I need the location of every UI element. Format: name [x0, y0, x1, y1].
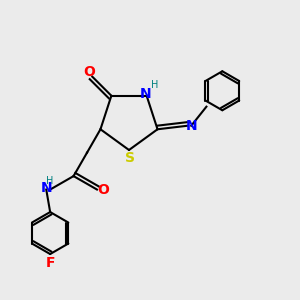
Text: F: F [45, 256, 55, 270]
Text: H: H [151, 80, 158, 90]
Text: S: S [125, 151, 136, 164]
Text: N: N [40, 181, 52, 195]
Text: N: N [185, 119, 197, 133]
Text: O: O [97, 182, 109, 197]
Text: H: H [46, 176, 53, 186]
Text: N: N [139, 87, 151, 101]
Text: O: O [83, 65, 95, 79]
